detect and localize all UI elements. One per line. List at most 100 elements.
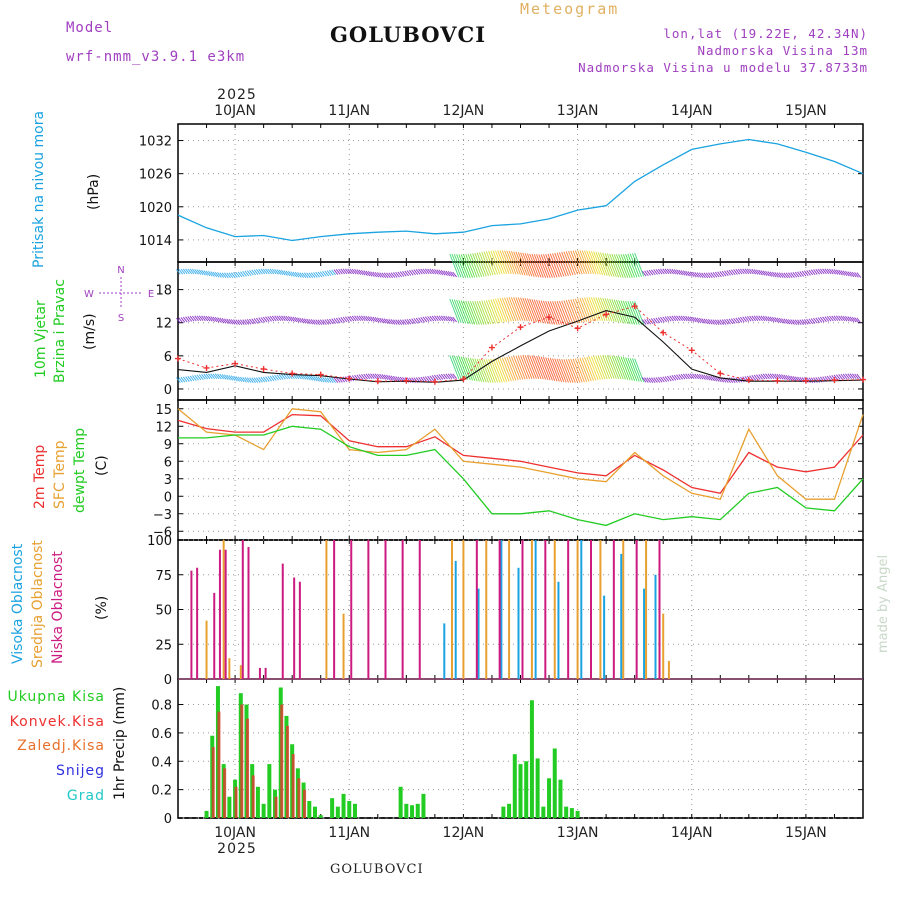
wind-gust-marker <box>546 314 553 321</box>
wind-barb <box>653 377 658 383</box>
wind-barb <box>506 356 517 381</box>
wind-barb <box>194 269 199 275</box>
wind-barb <box>510 297 521 321</box>
wind-barb <box>597 297 608 322</box>
wind-barb <box>476 252 487 277</box>
wind-barb <box>223 272 229 279</box>
precip-unit-label: 1hr Precip (mm) <box>112 687 128 800</box>
wind-barb <box>324 377 330 383</box>
wind-barb <box>249 377 254 383</box>
precip-conv-bar <box>274 796 278 818</box>
wind-barb <box>483 300 494 325</box>
wind-barb <box>602 252 613 277</box>
wind-barb <box>326 377 332 383</box>
wind-barb <box>657 317 663 323</box>
precip-total-bar <box>238 693 243 818</box>
wind-barb <box>726 318 731 325</box>
wind-barb <box>450 271 455 277</box>
wind-barb <box>326 270 332 276</box>
wind-barb <box>833 374 839 381</box>
wind-barb <box>813 317 818 324</box>
precip-total-bar <box>341 793 346 818</box>
wind-barb <box>453 299 464 324</box>
wind-barb <box>696 272 702 278</box>
wind-barb <box>205 270 211 277</box>
wind-barb <box>510 251 521 275</box>
wind-barb <box>228 318 234 325</box>
wind-barb <box>290 271 295 277</box>
precip-total-bar <box>244 704 249 818</box>
wind-barb <box>685 270 690 277</box>
wind-barb <box>306 374 311 381</box>
wind-barb <box>669 315 674 322</box>
precip-total-bar <box>278 687 283 818</box>
wind-barb <box>783 374 789 381</box>
model-elevation-text: Nadmorska Visina u modelu 37.8733m <box>578 60 868 75</box>
wind-barb <box>577 250 588 274</box>
wind-barb <box>618 254 629 278</box>
wind-barb <box>424 268 430 275</box>
wind-barb <box>620 300 631 325</box>
wind-barb <box>631 358 642 383</box>
wind-barb <box>701 318 706 324</box>
wind-barb <box>609 253 620 278</box>
wind-barb <box>703 374 709 381</box>
precip-total-bar <box>307 800 312 818</box>
wind-barb <box>590 356 601 380</box>
cloud-unit-label: (%) <box>94 596 110 620</box>
wind-barb <box>276 374 282 381</box>
wind-barb <box>390 272 396 278</box>
wind-barb <box>221 318 227 324</box>
wind-barb <box>540 356 551 381</box>
wind-barb <box>602 355 613 379</box>
wind-barb <box>797 376 802 383</box>
wind-barb <box>329 269 334 276</box>
wind-barb <box>765 270 770 277</box>
wind-barb <box>434 269 439 275</box>
wind-barb <box>517 252 528 276</box>
wind-barb <box>847 373 852 379</box>
wind-barb <box>429 315 435 322</box>
wind-barb <box>671 375 677 381</box>
y-tick-label: −3 <box>153 508 172 523</box>
wind-barb <box>669 268 674 275</box>
wind-barb <box>662 376 668 383</box>
wind-barb <box>776 317 782 324</box>
wind-barb <box>717 271 722 278</box>
wind-barb <box>253 269 259 275</box>
wind-barb <box>545 300 556 325</box>
wind-barb <box>431 375 437 381</box>
wind-barb <box>708 375 713 381</box>
wind-barb <box>340 268 346 275</box>
wind-barb <box>655 268 661 275</box>
y-tick-label: 0.8 <box>151 699 172 714</box>
precip-total-bar <box>301 782 306 818</box>
y-tick-label: 0 <box>164 673 172 688</box>
wind-barb <box>260 376 266 383</box>
wind-barb <box>673 315 679 322</box>
wind-barb <box>219 272 225 278</box>
wind-barb <box>572 358 583 383</box>
wind-barb <box>210 373 215 379</box>
wind-barb <box>376 373 382 380</box>
precip-total-bar <box>415 803 420 818</box>
wind-barb <box>515 355 526 380</box>
wind-barb <box>593 355 604 380</box>
wind-barb <box>577 358 588 382</box>
wind-barb <box>440 269 446 276</box>
wind-barb <box>698 272 704 278</box>
wind-barb <box>676 374 681 380</box>
wind-barb <box>178 317 183 324</box>
wind-barb <box>710 375 715 382</box>
wind-barb <box>682 270 688 276</box>
wind-barb <box>547 301 558 325</box>
wind-barb <box>490 358 501 383</box>
wind-barb <box>710 272 715 278</box>
wind-barb <box>627 253 638 278</box>
precip-total-bar <box>398 786 403 818</box>
wind-barb <box>451 355 462 380</box>
wind-barb <box>593 251 604 276</box>
wind-barb <box>835 269 841 276</box>
wind-barb <box>198 374 204 380</box>
wind-barb <box>561 300 572 325</box>
